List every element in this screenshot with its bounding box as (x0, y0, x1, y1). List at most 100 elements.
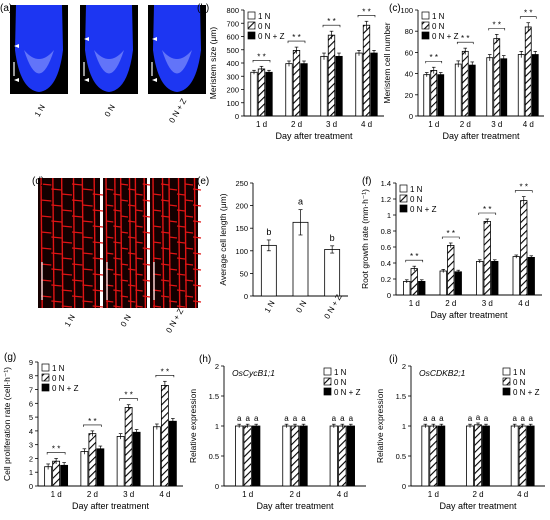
legend: 1 N0 N0 N + Z (399, 184, 437, 214)
x-tick-label: 2 d (445, 299, 456, 308)
x-axis-label: Day after treatment (275, 131, 353, 141)
cross-wall-line (184, 231, 194, 234)
cross-wall-line (113, 225, 121, 228)
bar (124, 407, 133, 487)
legend-swatch (41, 373, 50, 382)
bar (512, 256, 520, 296)
significance-bracket (478, 212, 497, 215)
cross-wall-line (51, 300, 62, 303)
cross-wall-line (184, 263, 194, 266)
cross-wall-line (192, 284, 202, 287)
legend-label: 0 N + Z (258, 32, 285, 41)
significance-letter: a (528, 414, 533, 423)
cross-wall-line (192, 204, 202, 207)
y-tick-label: 60 (405, 48, 413, 57)
bar (527, 256, 535, 296)
legend-label: 1 N (334, 368, 347, 377)
legend-swatch (421, 31, 430, 40)
significance-stars: * * (447, 229, 455, 238)
y-tick-label: 6 (29, 399, 33, 408)
treatment-label: 1 N (63, 313, 77, 328)
legend-swatch (502, 377, 511, 386)
meristem-arrowhead (84, 37, 89, 41)
cross-wall-line (168, 220, 178, 223)
x-tick-label: 2 d (460, 120, 471, 129)
significance-stars: * * (88, 417, 96, 426)
cross-wall-line (152, 241, 162, 244)
significance-letter: a (293, 414, 298, 423)
cross-wall-line (135, 209, 143, 212)
cross-wall-line (168, 252, 178, 255)
bar (520, 200, 528, 296)
cross-wall-line (135, 225, 143, 228)
cross-wall-line (152, 225, 162, 228)
cell-wall-line (60, 177, 64, 309)
root-tip-stain (15, 5, 63, 92)
cell-wall-line (93, 177, 97, 309)
y-tick-label: 20 (405, 91, 413, 100)
cross-wall-line (192, 268, 202, 271)
bar (335, 55, 343, 117)
significance-letter: a (237, 414, 242, 423)
cross-wall-line (120, 215, 129, 218)
significance-stars: * * (524, 9, 532, 18)
legend-label: 0 N (258, 22, 271, 31)
y-tick-label: 1.2 (381, 195, 391, 204)
cross-wall-line (184, 247, 194, 250)
x-tick-label: 4 d (518, 299, 529, 308)
cross-wall-line (127, 252, 136, 255)
cell-wall-image (103, 177, 151, 309)
bar (282, 425, 291, 487)
cross-wall-line (176, 209, 186, 212)
bar (292, 50, 301, 117)
cross-wall-line (127, 268, 136, 271)
bar (454, 271, 462, 296)
significance-stars: * * (257, 52, 265, 61)
y-tick-label: 5 (29, 413, 33, 422)
bar (454, 63, 462, 117)
bar (235, 425, 244, 487)
y-tick-label: 0 (29, 482, 33, 491)
x-tick-label: 3 d (326, 120, 337, 129)
cross-wall-line (71, 247, 83, 250)
legend-label: 0 N (334, 378, 347, 387)
cross-wall-line (120, 199, 129, 202)
legend-swatch (247, 31, 256, 40)
cross-wall-line (176, 273, 186, 276)
significance-stars: * * (292, 33, 300, 42)
bar (324, 249, 341, 297)
legend-label: 0 N (432, 22, 445, 31)
significance-letter: a (340, 414, 345, 423)
cross-wall-line (40, 295, 52, 298)
legend-swatch (421, 21, 430, 30)
bar (486, 57, 494, 117)
cross-wall-line (168, 204, 178, 207)
cross-wall-line (113, 289, 121, 292)
bar (265, 71, 273, 117)
cross-wall-line (61, 209, 73, 212)
y-tick-label: 0 (402, 482, 406, 491)
cross-wall-line (40, 231, 52, 234)
bar (355, 52, 363, 117)
bar (518, 425, 527, 487)
y-tick-label: 250 (235, 179, 248, 188)
cross-wall-line (142, 231, 151, 234)
significance-stars: * * (483, 205, 491, 214)
cross-wall-line (176, 305, 186, 308)
cross-wall-line (160, 295, 170, 298)
y-tick-label: 0.4 (381, 259, 391, 268)
bar-chart: 0 20 40 60 80 100 1 d * * 2 d * * 3 d * * 4 d * * Day … (382, 6, 544, 141)
cross-wall-line (192, 220, 202, 223)
cross-wall-line (142, 183, 151, 186)
root-cap-glow (162, 50, 192, 74)
significance-letter: a (301, 414, 306, 423)
bar (524, 26, 532, 117)
x-tick-label: 3 d (491, 120, 502, 129)
treatment-label: 0 N (103, 103, 117, 118)
cross-wall-line (168, 268, 178, 271)
cross-wall-line (40, 183, 52, 186)
cross-wall-line (92, 305, 104, 308)
legend-label: 1 N (513, 368, 526, 377)
significance-letter: a (349, 414, 354, 423)
